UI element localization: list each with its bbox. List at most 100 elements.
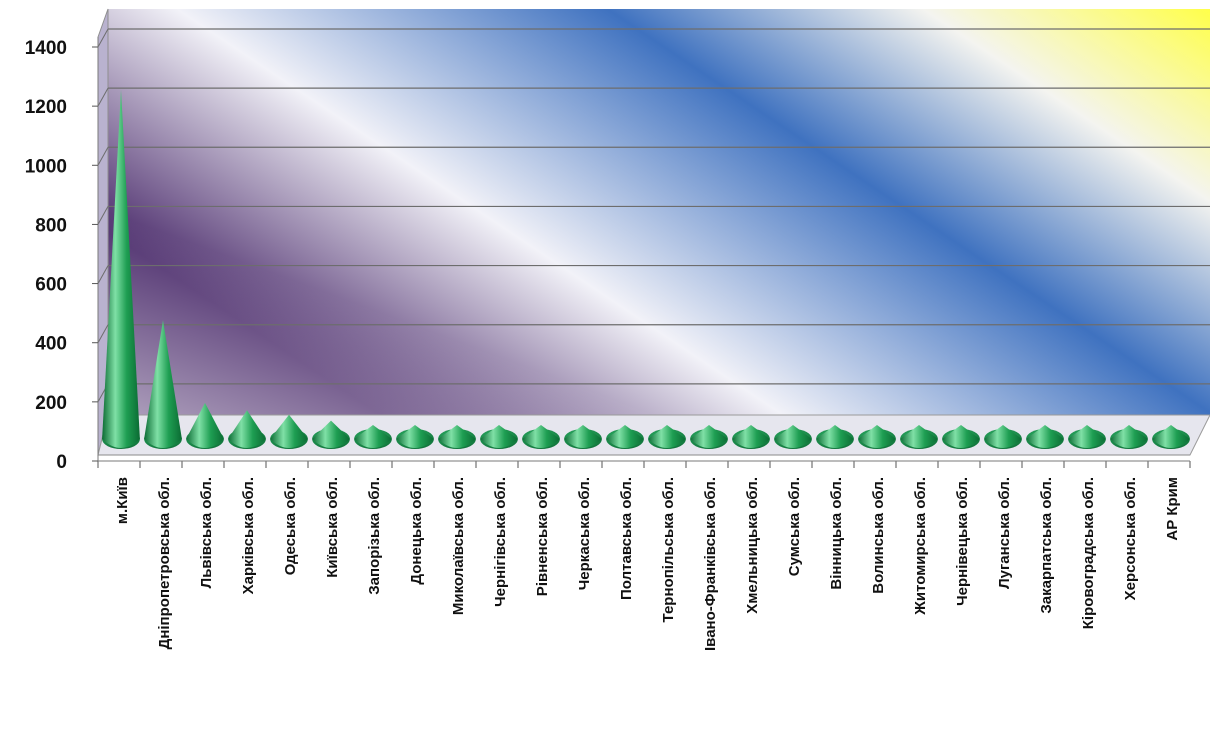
y-tick-label: 800 (35, 215, 67, 236)
gridline-side (97, 206, 109, 225)
y-tick-label: 0 (56, 452, 67, 473)
cone-body (648, 425, 686, 448)
category-labels: м.Київ Дніпропетровська обл. Львівська обл… (97, 460, 1191, 651)
category-label: Закарпатська обл. (1038, 477, 1055, 614)
category-label: Луганська обл. (996, 477, 1013, 589)
gridline-side (97, 147, 109, 166)
y-tick-label: 1000 (25, 156, 67, 177)
cone-bar (1110, 425, 1148, 449)
cone-bar (312, 420, 350, 449)
cone-body (102, 89, 140, 448)
category-label: Харківська обл. (240, 477, 257, 594)
cone-bar (396, 425, 434, 449)
y-tick-label: 200 (35, 393, 67, 414)
cone-bar (942, 425, 980, 449)
cone-body (396, 425, 434, 448)
category-label: Кіровоградська обл. (1080, 477, 1097, 629)
cone-body (858, 425, 896, 448)
category-label: Дніпропетровська обл. (156, 477, 173, 649)
category-label: Одеська обл. (282, 477, 299, 575)
cone-body (942, 425, 980, 448)
cone-body (1026, 425, 1064, 448)
cone-bar (564, 425, 602, 449)
category-label: Запорізька обл. (366, 477, 383, 595)
cone-body (270, 414, 308, 448)
y-tick-label: 1200 (25, 97, 67, 118)
cone-bar (522, 425, 560, 449)
cone-bar (1152, 425, 1190, 449)
cone-bar (900, 425, 938, 449)
cone-body (690, 425, 728, 448)
y-tick-label: 1400 (25, 38, 67, 59)
cone-bar (732, 425, 770, 449)
cone-body (522, 425, 560, 448)
gridline-side (97, 324, 109, 343)
cone-body (606, 425, 644, 448)
cone-bar (270, 414, 308, 449)
gridline-side (97, 28, 109, 48)
category-label: Волинська обл. (870, 477, 887, 594)
cone-body (144, 320, 182, 448)
cone-bar (480, 425, 518, 449)
category-label: Херсонська обл. (1122, 477, 1139, 600)
cone-body (564, 425, 602, 448)
cone-body (438, 425, 476, 448)
cone-bar (774, 425, 812, 449)
cone-bar (858, 425, 896, 449)
cone-bar (984, 425, 1022, 449)
category-label: Рівненська обл. (534, 477, 551, 596)
category-label: Чернігівська обл. (492, 477, 509, 607)
category-label: Миколаївська обл. (450, 477, 467, 615)
cone-bar (144, 320, 182, 449)
cone-body (732, 425, 770, 448)
cone-body (816, 425, 854, 448)
cone-bar (690, 425, 728, 449)
category-label: Чернівецька обл. (954, 477, 971, 606)
cone-bar (438, 425, 476, 449)
category-label: Полтавська обл. (618, 477, 635, 600)
y-tick-label: 400 (35, 334, 67, 355)
cone-bar (102, 89, 140, 449)
cone-body (480, 425, 518, 448)
cone-bar (354, 425, 392, 449)
category-label: м.Київ (114, 477, 131, 524)
category-label: Вінницька обл. (828, 477, 845, 590)
cone-bar (186, 402, 224, 449)
category-label: Донецька обл. (408, 477, 425, 585)
cone-body (228, 410, 266, 448)
category-label: Черкаська обл. (576, 477, 593, 590)
category-label: АР Крим (1164, 477, 1181, 541)
cone-bar (816, 425, 854, 449)
cone-body (312, 420, 350, 448)
category-label: Житомирська обл. (912, 477, 929, 616)
cone-body (1152, 425, 1190, 448)
cone-bar (1068, 425, 1106, 449)
cone-bar (228, 410, 266, 449)
cone-body (186, 402, 224, 448)
category-label: Тернопільська обл. (660, 477, 677, 622)
cone-body (900, 425, 938, 448)
cone-body (774, 425, 812, 448)
category-label: Івано-Франківська обл. (702, 477, 719, 651)
cone-body (354, 425, 392, 448)
cone-bar (648, 425, 686, 449)
gridline-side (97, 87, 109, 107)
cone-bar (606, 425, 644, 449)
cone-body (984, 425, 1022, 448)
category-label: Сумська обл. (786, 477, 803, 576)
plot-background (97, 8, 1210, 456)
category-label: Київська обл. (324, 477, 341, 578)
category-label: Хмельницька обл. (744, 477, 761, 614)
gridline-side (97, 265, 109, 284)
cone-series (102, 89, 1190, 449)
cone-body (1068, 425, 1106, 448)
y-tick-label: 600 (35, 275, 67, 296)
cone-bar (1026, 425, 1064, 449)
back-wall-highlight (108, 9, 1210, 415)
category-label: Львівська обл. (198, 477, 215, 588)
gridlines (97, 28, 1210, 403)
y-axis: 0 200 400 600 800 1000 1200 1400 (25, 37, 99, 473)
cone-body (1110, 425, 1148, 448)
